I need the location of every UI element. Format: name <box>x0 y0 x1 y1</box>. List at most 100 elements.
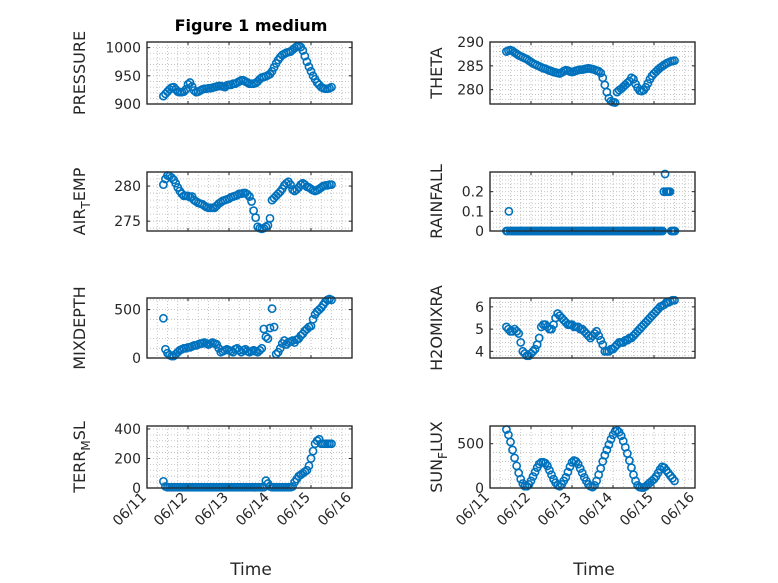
data-point <box>665 187 675 197</box>
y-axis-label: TERRMSL <box>70 421 93 494</box>
axes-frame <box>146 41 353 105</box>
data-point <box>534 459 544 469</box>
data-point <box>594 331 604 341</box>
x-tick-label: 06/15 <box>274 490 314 530</box>
data-point <box>302 57 312 67</box>
data-point <box>555 481 565 491</box>
data-point <box>565 462 575 472</box>
y-axis-label: SUNFLUX <box>427 421 450 493</box>
data-point <box>267 304 277 314</box>
y-tick-label: 1000 <box>105 41 141 57</box>
data-point <box>563 467 573 477</box>
data-point <box>327 82 336 92</box>
data-point <box>596 68 606 78</box>
data-point <box>506 437 515 447</box>
axes-frame <box>146 171 353 232</box>
data-point <box>530 344 540 354</box>
y-tick-label: 275 <box>114 214 141 230</box>
data-point <box>263 334 273 344</box>
data-point <box>286 180 295 190</box>
data-point <box>288 482 297 491</box>
x-axis-label-left: Time <box>229 560 272 580</box>
axes-frame <box>489 425 696 489</box>
y-tick-label: 500 <box>457 437 484 453</box>
y-tick-label: 0.1 <box>462 204 484 220</box>
data-point <box>530 467 540 477</box>
data-point <box>302 465 312 475</box>
x-tick-label: 06/16 <box>315 489 355 529</box>
data-point <box>259 324 269 334</box>
data-point <box>528 346 538 356</box>
subplot-4: 0 0.1 0.2 RAINFALL <box>427 164 696 240</box>
data-point <box>179 87 189 96</box>
data-point <box>304 62 314 72</box>
y-tick-label: 4 <box>475 344 484 360</box>
data-point <box>167 173 176 183</box>
x-tick-label: 06/14 <box>576 489 616 529</box>
y-tick-label: 290 <box>457 35 484 51</box>
data-point <box>602 445 612 455</box>
data-point <box>610 98 620 107</box>
y-tick-label: 0 <box>132 481 141 497</box>
data-point <box>158 180 168 190</box>
axes-frame <box>146 425 353 489</box>
data-point <box>629 74 638 84</box>
data-point <box>670 476 679 486</box>
x-axis-label-right: Time <box>572 560 615 580</box>
data-point <box>327 180 336 190</box>
data-point <box>660 169 670 179</box>
data-point <box>158 476 168 486</box>
data-point <box>265 213 275 223</box>
x-tick-label: 06/16 <box>658 489 698 529</box>
data-point <box>251 213 261 223</box>
data-point <box>600 450 610 460</box>
data-point <box>171 178 181 188</box>
y-axis-label: AIRTEMP <box>70 167 93 235</box>
data-point <box>534 333 544 343</box>
data-point <box>306 66 316 76</box>
data-point <box>514 329 524 338</box>
y-tick-label: 280 <box>457 83 484 99</box>
data-point <box>510 453 519 463</box>
axes-frame <box>489 41 696 105</box>
data-point <box>265 323 275 333</box>
y-axis-label: MIXDEPTH <box>70 286 89 369</box>
data-point <box>298 46 308 55</box>
y-tick-label: 200 <box>114 451 141 467</box>
subplot-1: 900 950 1000 PRESSURE <box>70 31 353 115</box>
subplot-2: 280 285 290 THETA <box>427 35 696 107</box>
y-axis-label: RAINFALL <box>427 164 446 239</box>
axes-frame <box>146 297 353 359</box>
subplot-5: 0 500 MIXDEPTH <box>70 286 353 370</box>
data-point <box>300 467 310 477</box>
data-point <box>631 476 640 486</box>
y-tick-label: 500 <box>114 303 141 319</box>
data-point <box>543 461 552 471</box>
data-point <box>561 472 571 482</box>
x-tick-label: 06/12 <box>151 490 191 530</box>
data-point <box>247 197 256 206</box>
data-point <box>604 440 614 449</box>
data-point <box>516 474 526 484</box>
data-point <box>300 51 310 61</box>
data-point <box>269 322 279 332</box>
data-point <box>643 79 653 88</box>
data-point <box>616 431 626 441</box>
data-point <box>545 465 554 475</box>
y-tick-label: 280 <box>114 179 141 195</box>
x-tick-label: 06/13 <box>535 490 575 530</box>
data-point <box>158 313 168 323</box>
y-tick-label: 0 <box>475 481 484 497</box>
x-tick-label: 06/14 <box>233 489 273 529</box>
y-tick-label: 5 <box>475 322 484 338</box>
data-point <box>327 295 336 305</box>
data-point <box>547 470 556 480</box>
data-point <box>590 480 599 490</box>
data-point <box>327 439 336 449</box>
y-axis-label: THETA <box>427 47 446 99</box>
data-point <box>577 468 587 478</box>
data-point <box>596 335 606 345</box>
y-tick-label: 6 <box>475 300 484 316</box>
